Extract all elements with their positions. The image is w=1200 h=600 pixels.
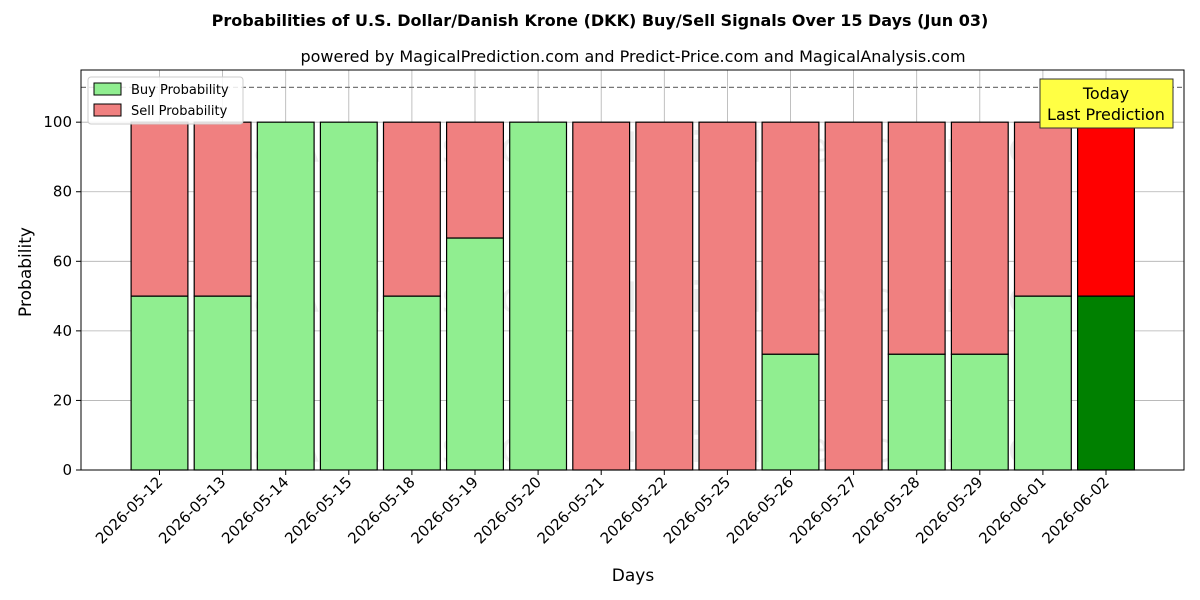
x-tick-label-2026-05-12: 2026-05-12	[92, 473, 166, 547]
x-tick-label-2026-05-14: 2026-05-14	[218, 473, 292, 547]
x-tick-label-2026-05-27: 2026-05-27	[786, 473, 860, 547]
x-tick-label-2026-05-13: 2026-05-13	[155, 473, 229, 547]
bar-sell-2026-05-28	[887, 121, 946, 355]
bar-sell-2026-06-01	[1013, 121, 1072, 297]
bar-buy-2026-05-14	[256, 121, 315, 471]
legend-box	[87, 76, 244, 125]
x-tick-label-2026-05-19: 2026-05-19	[407, 473, 481, 547]
today-annotation-line2: Last Prediction	[1047, 105, 1165, 124]
bar-sell-2026-05-19	[446, 121, 505, 239]
bar-sell-2026-05-13	[193, 121, 252, 297]
today-annotation: Today Last Prediction	[1039, 78, 1174, 129]
bar-buy-2026-06-02	[1076, 295, 1135, 471]
today-annotation-line1: Today	[1082, 84, 1129, 103]
bar-buy-2026-05-28	[887, 353, 946, 471]
chart-subtitle: powered by MagicalPrediction.com and Pre…	[300, 47, 965, 66]
bar-buy-2026-05-26	[761, 353, 820, 471]
y-tick-label-2: 40	[53, 322, 72, 340]
bar-buy-2026-05-12	[130, 295, 189, 471]
bar-sell-2026-05-26	[761, 121, 820, 355]
y-tick-label-3: 60	[53, 252, 72, 270]
bar-buy-2026-05-19	[446, 237, 505, 471]
bar-buy-2026-05-18	[382, 295, 441, 471]
chart-title: Probabilities of U.S. Dollar/Danish Kron…	[212, 11, 989, 30]
bar-sell-2026-05-25	[698, 121, 757, 471]
bar-buy-2026-05-29	[950, 353, 1009, 471]
y-tick-label-1: 20	[53, 391, 72, 409]
bar-sell-2026-05-12	[130, 121, 189, 297]
legend-label-sell: Sell Probability	[131, 104, 228, 119]
legend-swatch-sell	[93, 103, 122, 117]
bar-sell-2026-05-18	[382, 121, 441, 297]
x-tick-label-2026-05-20: 2026-05-20	[471, 473, 545, 547]
x-tick-label-2026-05-22: 2026-05-22	[597, 473, 671, 547]
plot-area: MagicalAnalysis.comMagicalPrediction.com…	[43, 69, 1185, 547]
x-tick-label-2026-05-25: 2026-05-25	[660, 473, 734, 547]
x-tick-label-2026-05-15: 2026-05-15	[281, 473, 355, 547]
x-tick-label-2026-05-29: 2026-05-29	[912, 473, 986, 547]
plot-frame	[80, 69, 1185, 471]
bar-sell-2026-05-22	[635, 121, 694, 471]
bar-buy-2026-05-15	[319, 121, 378, 471]
x-tick-label-2026-05-28: 2026-05-28	[849, 473, 923, 547]
x-tick-label-2026-05-26: 2026-05-26	[723, 473, 797, 547]
x-axis-label: Days	[612, 566, 655, 586]
bar-buy-2026-05-20	[509, 121, 568, 471]
bar-buy-2026-05-13	[193, 295, 252, 471]
bar-buy-2026-06-01	[1013, 295, 1072, 471]
legend-swatch-buy	[93, 82, 122, 96]
x-tick-label-2026-06-01: 2026-06-01	[975, 473, 1049, 547]
bar-sell-2026-05-21	[572, 121, 631, 471]
x-tick-label-2026-05-18: 2026-05-18	[344, 473, 418, 547]
y-axis-label: Probability	[16, 227, 36, 317]
today-annotation-box	[1039, 78, 1174, 129]
x-tick-label-2026-06-02: 2026-06-02	[1038, 473, 1112, 547]
x-tick-label-2026-05-21: 2026-05-21	[534, 473, 608, 547]
legend-label-buy: Buy Probability	[131, 83, 229, 98]
y-tick-label-0: 0	[62, 461, 72, 479]
bar-sell-2026-06-02	[1076, 121, 1135, 297]
legend: Buy Probability Sell Probability	[87, 76, 244, 125]
y-tick-label-5: 100	[43, 113, 72, 131]
y-tick-label-4: 80	[53, 183, 72, 201]
bar-sell-2026-05-29	[950, 121, 1009, 355]
bar-sell-2026-05-27	[824, 121, 883, 471]
